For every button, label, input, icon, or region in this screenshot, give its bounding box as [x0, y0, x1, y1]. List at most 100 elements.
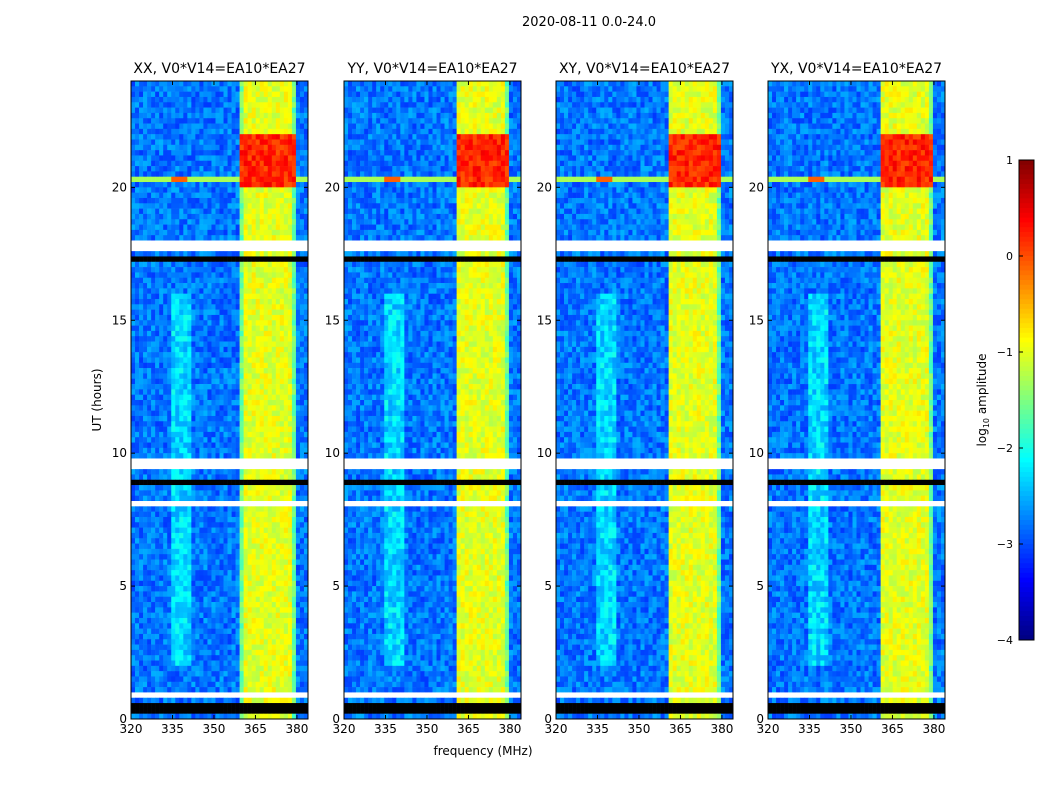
heatmap-cell [199, 144, 204, 151]
heatmap-cell [219, 442, 224, 449]
heatmap-cell [287, 288, 293, 294]
heatmap-cell [135, 229, 140, 236]
heatmap-cell [211, 431, 216, 438]
heatmap-cell [231, 676, 236, 683]
heatmap-cell [187, 426, 192, 433]
heatmap-cell [283, 192, 289, 199]
heatmap-cell [287, 219, 293, 225]
heatmap-cell [299, 501, 305, 507]
heatmap-cell [223, 511, 228, 518]
heatmap-cell [155, 118, 160, 124]
heatmap-cell [279, 548, 285, 555]
heatmap-cell [219, 447, 224, 454]
heatmap-cell [275, 155, 281, 162]
heatmap-cell [207, 575, 212, 582]
heatmap-cell [143, 251, 148, 257]
heatmap-cell [187, 283, 192, 289]
heatmap-cell [231, 649, 236, 656]
heatmap-cell [211, 665, 216, 672]
heatmap-cell [279, 357, 285, 364]
heatmap-cell [171, 203, 176, 209]
heatmap-cell [239, 564, 244, 571]
heatmap-cell [251, 665, 256, 672]
heatmap-cell [295, 368, 301, 374]
heatmap-cell [183, 575, 188, 582]
heatmap-cell [203, 538, 208, 544]
heatmap-cell [267, 394, 273, 401]
heatmap-cell [295, 118, 301, 124]
heatmap-cell [283, 591, 289, 598]
heatmap-cell [179, 543, 184, 550]
heatmap-cell [295, 192, 301, 199]
heatmap-cell [263, 575, 269, 582]
heatmap-cell [223, 352, 228, 358]
heatmap-cell [251, 660, 256, 667]
heatmap-cell [259, 336, 265, 342]
heatmap-cell [271, 649, 277, 656]
heatmap-cell [155, 261, 160, 268]
heatmap-cell [283, 235, 289, 241]
heatmap-cell [275, 405, 281, 411]
heatmap-cell [143, 208, 148, 215]
heatmap-cell [183, 139, 188, 146]
heatmap-cell [291, 522, 297, 528]
heatmap-cell [139, 495, 144, 502]
heatmap-cell [139, 373, 144, 380]
heatmap-cell [267, 644, 273, 651]
heatmap-cell [227, 442, 232, 449]
heatmap-cell [139, 325, 144, 332]
heatmap-cell [191, 543, 196, 550]
heatmap-cell [191, 596, 196, 603]
heatmap-cell [143, 591, 148, 598]
heatmap-cell [147, 187, 152, 193]
heatmap-cell [231, 400, 236, 406]
heatmap-cell [259, 511, 265, 518]
heatmap-cell [175, 410, 180, 417]
heatmap-cell [219, 655, 224, 661]
heatmap-cell [223, 134, 228, 140]
heatmap-cell [247, 490, 252, 496]
heatmap-cell [291, 463, 297, 470]
heatmap-cell [171, 564, 176, 571]
heatmap-cell [295, 522, 301, 528]
heatmap-cell [295, 384, 301, 390]
heatmap-cell [195, 633, 200, 640]
heatmap-cell [151, 665, 156, 672]
heatmap-cell [227, 564, 232, 571]
heatmap-cell [143, 554, 148, 560]
heatmap-cell [223, 102, 228, 108]
heatmap-cell [131, 96, 136, 103]
heatmap-cell [215, 368, 220, 374]
heatmap-cell [199, 628, 204, 635]
heatmap-cell [195, 346, 200, 353]
heatmap-cell [195, 118, 200, 124]
heatmap-cell [291, 102, 297, 108]
heatmap-cell [187, 118, 192, 124]
heatmap-cell [235, 139, 240, 146]
heatmap-cell [163, 431, 168, 438]
heatmap-cell [267, 314, 273, 321]
heatmap-cell [195, 378, 200, 385]
heatmap-cell [171, 681, 176, 688]
heatmap-cell [139, 224, 144, 231]
heatmap-cell [159, 314, 164, 321]
heatmap-cell [139, 368, 144, 374]
heatmap-cell [231, 256, 236, 263]
heatmap-cell [271, 431, 277, 438]
heatmap-cell [219, 628, 224, 635]
heatmap-cell [283, 602, 289, 608]
heatmap-cell [247, 639, 252, 645]
heatmap-cell [235, 240, 240, 247]
heatmap-cell [211, 400, 216, 406]
heatmap-cell [179, 123, 184, 130]
heatmap-cell [267, 479, 273, 486]
heatmap-cell [187, 112, 192, 119]
heatmap-cell [259, 453, 265, 459]
heatmap-cell [247, 665, 252, 672]
heatmap-cell [171, 309, 176, 316]
heatmap-cell [155, 633, 160, 640]
heatmap-cell [139, 506, 144, 512]
heatmap-cell [279, 405, 285, 411]
heatmap-cell [287, 442, 293, 449]
heatmap-cell [227, 91, 232, 98]
